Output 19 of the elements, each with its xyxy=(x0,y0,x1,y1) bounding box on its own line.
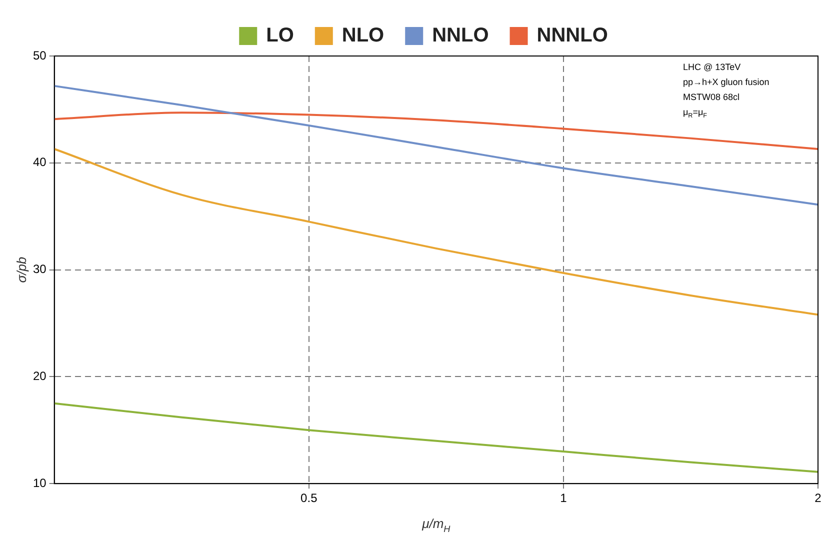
y-tick-label: 50 xyxy=(32,48,47,62)
annotation: pp→h+X gluon fusion xyxy=(683,77,770,87)
annotation: LHC @ 13TeV xyxy=(683,62,741,72)
x-tick-label: 2 xyxy=(814,491,822,506)
y-tick-label: 20 xyxy=(32,369,47,384)
y-tick-label: 10 xyxy=(32,476,47,490)
legend-label: LO xyxy=(266,24,294,47)
x-tick-label: 1 xyxy=(560,491,568,506)
line-series xyxy=(54,402,818,473)
legend-label: NLO xyxy=(342,24,384,47)
line-series xyxy=(54,148,818,316)
x-tick-label: 0.5 xyxy=(300,491,318,506)
y-axis-title: σ/pb xyxy=(14,256,29,283)
legend-label: NNLO xyxy=(432,24,489,47)
legend-label: NNNLO xyxy=(536,24,608,47)
y-tick-label: 30 xyxy=(32,262,47,276)
y-tick-label: 40 xyxy=(32,155,47,170)
annotation: MSTW08 68cl xyxy=(683,92,740,102)
line-series xyxy=(54,112,818,150)
